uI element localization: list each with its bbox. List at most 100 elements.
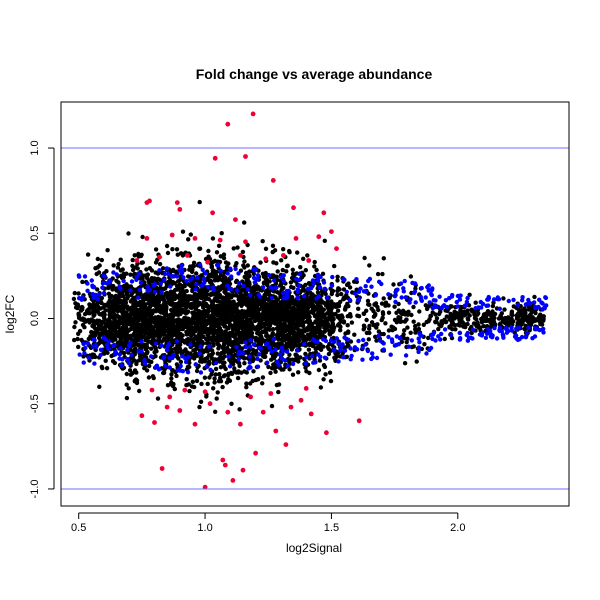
point-moderate [365, 348, 371, 354]
point-significant [263, 256, 269, 262]
point-moderate [178, 363, 183, 369]
point-not-significant [219, 306, 224, 312]
point-not-significant [220, 360, 226, 366]
point-not-significant [232, 358, 237, 363]
point-not-significant [215, 390, 220, 395]
point-not-significant [108, 308, 113, 313]
point-not-significant [320, 271, 326, 276]
point-not-significant [156, 319, 162, 324]
point-moderate [317, 285, 322, 290]
point-not-significant [199, 325, 204, 330]
point-not-significant [85, 252, 91, 257]
point-moderate [171, 352, 176, 358]
point-not-significant [168, 318, 174, 323]
point-not-significant [139, 304, 144, 309]
point-moderate [389, 337, 395, 342]
point-moderate [98, 352, 103, 358]
point-not-significant [291, 330, 296, 335]
point-not-significant [140, 321, 145, 327]
point-not-significant [172, 296, 177, 302]
point-not-significant [273, 300, 279, 305]
point-moderate [524, 330, 529, 336]
point-moderate [332, 347, 337, 353]
point-moderate [119, 362, 124, 368]
point-not-significant [242, 220, 247, 225]
point-not-significant [242, 356, 247, 361]
point-not-significant [147, 266, 153, 271]
point-not-significant [300, 287, 306, 292]
point-moderate [260, 285, 266, 290]
point-not-significant [86, 336, 92, 342]
point-not-significant [318, 385, 324, 390]
point-moderate [537, 297, 542, 302]
point-not-significant [118, 298, 123, 303]
point-not-significant [303, 310, 309, 316]
point-not-significant [310, 302, 315, 307]
point-not-significant [275, 290, 280, 295]
point-not-significant [299, 319, 305, 325]
point-not-significant [255, 330, 260, 336]
point-not-significant [173, 307, 179, 312]
point-not-significant [362, 255, 367, 261]
point-not-significant [332, 263, 337, 269]
point-moderate [184, 279, 189, 284]
point-not-significant [99, 364, 105, 369]
point-not-significant [160, 320, 165, 326]
point-not-significant [98, 338, 103, 343]
point-not-significant [245, 325, 250, 330]
point-moderate [284, 292, 290, 297]
point-not-significant [278, 313, 283, 318]
point-not-significant [145, 272, 150, 277]
point-not-significant [276, 389, 281, 395]
point-moderate [89, 278, 95, 283]
point-not-significant [416, 322, 421, 327]
point-not-significant [121, 311, 126, 316]
point-not-significant [295, 250, 300, 255]
point-not-significant [151, 295, 157, 300]
point-not-significant [197, 246, 202, 251]
point-not-significant [202, 375, 208, 380]
point-not-significant [112, 296, 117, 301]
point-moderate [180, 267, 185, 272]
point-not-significant [174, 362, 180, 367]
point-moderate [85, 288, 90, 293]
point-not-significant [73, 320, 78, 325]
point-moderate [393, 299, 398, 305]
point-moderate [137, 287, 142, 293]
point-not-significant [132, 303, 137, 309]
point-not-significant [116, 261, 121, 267]
point-moderate [295, 348, 300, 353]
point-not-significant [154, 315, 159, 321]
point-not-significant [144, 267, 149, 272]
point-not-significant [346, 304, 351, 309]
point-not-significant [94, 320, 100, 326]
point-not-significant [226, 314, 231, 319]
point-not-significant [367, 302, 372, 307]
point-not-significant [271, 327, 276, 332]
point-not-significant [316, 299, 321, 305]
point-moderate [504, 330, 510, 335]
point-not-significant [110, 287, 115, 292]
point-moderate [165, 344, 170, 349]
point-not-significant [192, 384, 197, 390]
point-moderate [188, 277, 193, 283]
point-not-significant [307, 322, 313, 327]
point-moderate [204, 364, 209, 369]
point-not-significant [221, 342, 227, 347]
point-moderate [429, 287, 435, 293]
point-moderate [342, 335, 347, 340]
point-not-significant [347, 285, 353, 290]
point-not-significant [199, 359, 205, 364]
point-not-significant [294, 308, 299, 313]
point-not-significant [223, 348, 228, 353]
point-not-significant [210, 328, 215, 334]
point-not-significant [123, 332, 128, 338]
point-moderate [470, 327, 475, 332]
point-moderate [255, 273, 261, 278]
point-significant [238, 421, 243, 427]
point-not-significant [97, 384, 102, 389]
point-moderate [114, 272, 119, 277]
point-significant [243, 239, 248, 245]
point-moderate [153, 341, 159, 346]
point-not-significant [165, 329, 170, 334]
